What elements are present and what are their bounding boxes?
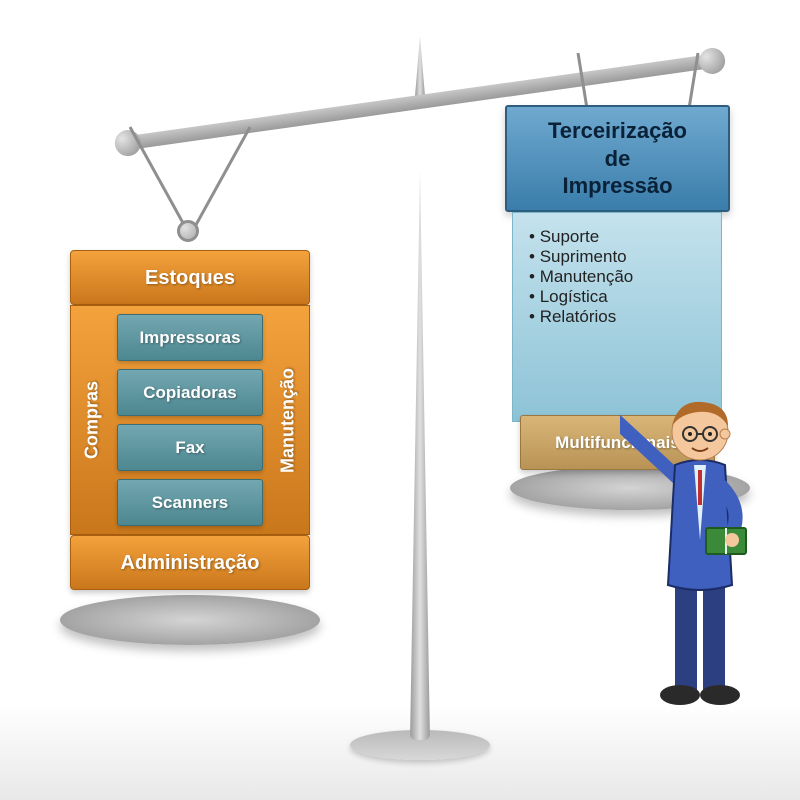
right-header: Terceirização de Impressão	[505, 105, 730, 212]
ring-left-icon	[177, 220, 199, 242]
left-bottom-label: Administração	[70, 535, 310, 590]
right-header-line1: Terceirização	[513, 117, 722, 145]
left-inner-item: Fax	[117, 424, 263, 471]
presenter-icon	[620, 360, 780, 720]
scale-pillar-tip	[415, 36, 425, 96]
right-bullet: Logística	[529, 287, 705, 307]
left-mid-frame: Compras Impressoras Copiadoras Fax Scann…	[70, 305, 310, 535]
right-bullet: Manutenção	[529, 267, 705, 287]
right-bullet: Suprimento	[529, 247, 705, 267]
left-stack: Estoques Compras Impressoras Copiadoras …	[70, 250, 310, 590]
left-side-right-label: Manutenção	[267, 306, 309, 534]
left-side-left-label: Compras	[71, 306, 113, 534]
left-inner-column: Impressoras Copiadoras Fax Scanners	[113, 306, 267, 534]
left-inner-item: Scanners	[117, 479, 263, 526]
infographic-canvas: Estoques Compras Impressoras Copiadoras …	[0, 0, 800, 800]
left-inner-item: Impressoras	[117, 314, 263, 361]
tray-left	[60, 595, 320, 645]
right-bullet: Suporte	[529, 227, 705, 247]
left-inner-item: Copiadoras	[117, 369, 263, 416]
scale-pillar	[410, 170, 430, 740]
right-header-line2: de	[513, 145, 722, 173]
right-header-line3: Impressão	[513, 172, 722, 200]
right-bullet: Relatórios	[529, 307, 705, 327]
left-top-label: Estoques	[70, 250, 310, 305]
